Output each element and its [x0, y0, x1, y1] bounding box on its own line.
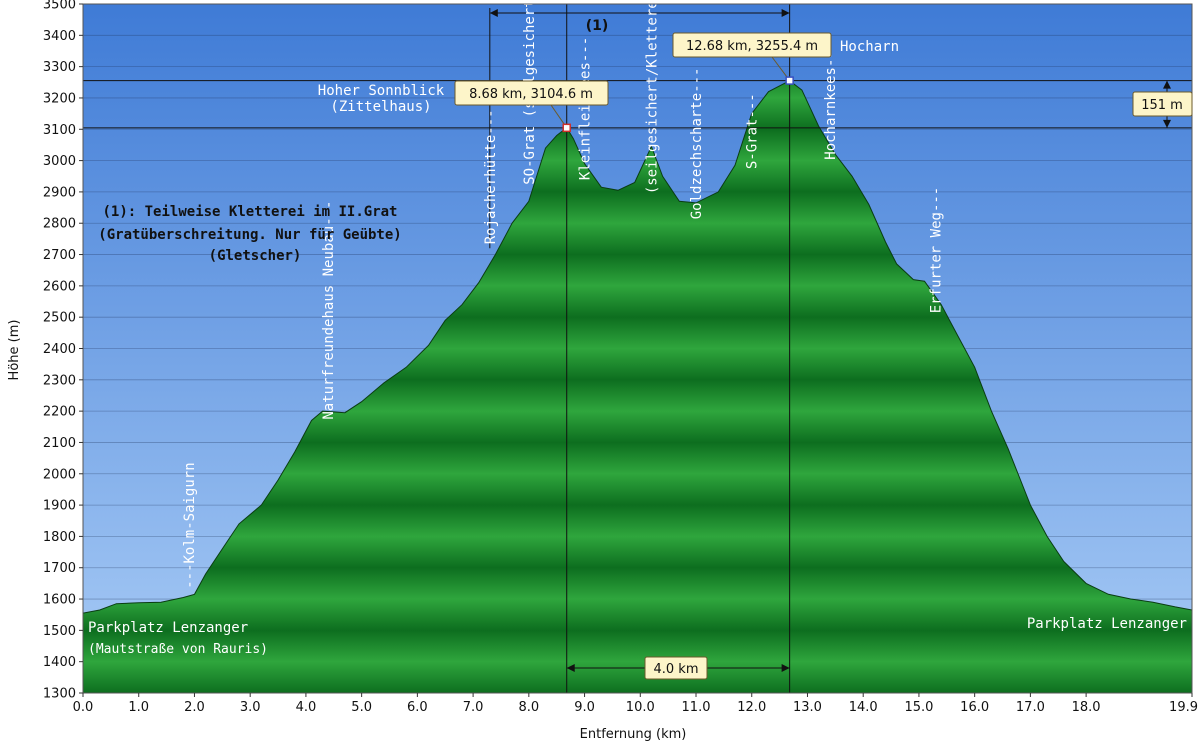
- x-tick-label: 13.0: [793, 700, 822, 715]
- terrain-fill: [83, 80, 1192, 693]
- waypoint-label: Hocharnkees---: [823, 42, 839, 160]
- distance-marker: 4.0 km: [644, 656, 708, 680]
- y-tick-label: 1800: [43, 530, 76, 545]
- y-tick-label: 1300: [43, 687, 76, 702]
- peak-name-sonnblick: Hoher Sonnblick (Zittelhaus): [318, 83, 445, 115]
- distance-arrow-left: [566, 664, 575, 672]
- note-block: (1): Teilweise Kletterei im II.Grat (Gra…: [98, 204, 401, 264]
- distance-marker-label: 4.0 km: [654, 662, 699, 677]
- note-line-2: (Gratüberschreitung. Nur für Geübte): [98, 227, 401, 243]
- y-tick-label: 3500: [43, 0, 76, 13]
- y-tick-label: 3400: [43, 29, 76, 44]
- y-tick-label: 2000: [43, 467, 76, 482]
- waypoint-label: ---Kolm-Saigurn: [182, 462, 198, 588]
- start-label: Parkplatz Lenzanger (Mautstraße von Raur…: [88, 620, 268, 657]
- height-arrow-up: [1163, 80, 1171, 89]
- y-axis-title: Höhe (m): [7, 320, 22, 381]
- y-tick-label: 3200: [43, 91, 76, 106]
- y-tick-label: 2500: [43, 311, 76, 326]
- y-tick-label: 1600: [43, 593, 76, 608]
- waypoint-label: Erfurter Weg---: [929, 187, 945, 313]
- waypoint-labels: ---Kolm-Saigurn Naturfreundehaus Neubau--…: [182, 0, 945, 589]
- height-marker: 151 m: [1132, 91, 1193, 117]
- x-axis-title: Entfernung (km): [580, 727, 687, 742]
- annotation-markers: [83, 4, 1192, 693]
- x-tick-label: 2.0: [184, 700, 205, 715]
- x-tick-label: 9.0: [574, 700, 595, 715]
- y-tick-label: 2100: [43, 436, 76, 451]
- peak-name-sonnblick-line-1: Hoher Sonnblick: [318, 83, 445, 99]
- waypoint-label: Kleinfleißkees---: [578, 37, 594, 180]
- x-tick-label: 17.0: [1016, 700, 1045, 715]
- y-tick-label: 3100: [43, 123, 76, 138]
- x-tick-label: 3.0: [240, 700, 261, 715]
- peak-name-sonnblick-line-2: (Zittelhaus): [330, 99, 431, 115]
- section-arrow-left: [489, 9, 498, 17]
- x-tick-label: 4.0: [296, 700, 317, 715]
- section-marker-label: (1): [586, 18, 609, 34]
- start-label-line-2: (Mautstraße von Rauris): [88, 642, 268, 657]
- x-tick-label: 10.0: [626, 700, 655, 715]
- y-tick-label: 2300: [43, 373, 76, 388]
- x-tick-label: 8.0: [518, 700, 539, 715]
- y-tick-label: 3300: [43, 60, 76, 75]
- y-tick-label: 1500: [43, 624, 76, 639]
- x-tick-label: 18.0: [1072, 700, 1101, 715]
- waypoint-label: Rojacherhütte---: [483, 109, 499, 244]
- terrain-area: [83, 80, 1192, 693]
- waypoint-label: (seilgesichert/Kletterei) Goldzechkopf--…: [644, 0, 660, 194]
- y-tick-label: 2200: [43, 405, 76, 420]
- y-tick-label: 1900: [43, 499, 76, 514]
- x-tick-label: 19.9: [1169, 700, 1198, 715]
- y-tick-label: 2800: [43, 217, 76, 232]
- waypoint-label: S-Grat---: [745, 93, 761, 169]
- callout-hocharn: 12.68 km, 3255.4 m: [672, 32, 832, 58]
- note-line-1: (1): Teilweise Kletterei im II.Grat: [102, 204, 397, 220]
- x-tick-label: 12.0: [737, 700, 766, 715]
- peak-point: [562, 123, 571, 133]
- y-tick-label: 2900: [43, 185, 76, 200]
- y-tick-label: 1400: [43, 655, 76, 670]
- x-tick-label: 7.0: [463, 700, 484, 715]
- x-tick-label: 0.0: [73, 700, 94, 715]
- waypoint-label: Naturfreundehaus Neubau---: [321, 201, 337, 420]
- x-tick-label: 6.0: [407, 700, 428, 715]
- y-tick-label: 2600: [43, 279, 76, 294]
- y-tick-label: 2700: [43, 248, 76, 263]
- callout-hocharn-box: [672, 32, 832, 58]
- y-tick-label: 2400: [43, 342, 76, 357]
- waypoint-label: Goldzechscharte---: [689, 68, 705, 220]
- height-marker-box: [1132, 91, 1193, 117]
- x-tick-label: 11.0: [682, 700, 711, 715]
- distance-marker-box: [644, 656, 708, 680]
- x-tick-label: 16.0: [960, 700, 989, 715]
- y-tick-label: 3000: [43, 154, 76, 169]
- x-tick-label: 14.0: [849, 700, 878, 715]
- x-tick-label: 1.0: [128, 700, 149, 715]
- note-line-3: (Gletscher): [209, 248, 302, 264]
- x-tick-label: 5.0: [351, 700, 372, 715]
- end-label: Parkplatz Lenzanger: [1027, 616, 1187, 632]
- section-arrow-right: [781, 9, 790, 17]
- height-marker-label: 151 m: [1141, 98, 1183, 113]
- peak-point: [785, 76, 794, 85]
- callout-sonnblick: 8.68 km, 3104.6 m: [454, 80, 609, 106]
- peak-name-hocharn: Hocharn: [840, 39, 899, 55]
- height-arrow-down: [1163, 119, 1171, 128]
- distance-arrow-right: [781, 664, 790, 672]
- start-label-line-1: Parkplatz Lenzanger: [88, 620, 248, 636]
- callout-sonnblick-box: [454, 80, 609, 106]
- y-tick-label: 1700: [43, 561, 76, 576]
- callout-sonnblick-text: 8.68 km, 3104.6 m: [469, 87, 593, 102]
- axes: 0.0 1.0 2.0 3.0 4.0 5.0 6.0 7.0 8.0 9.0 10.0 11.0 12…: [43, 0, 1198, 715]
- x-tick-label: 15.0: [904, 700, 933, 715]
- callout-hocharn-text: 12.68 km, 3255.4 m: [686, 39, 818, 54]
